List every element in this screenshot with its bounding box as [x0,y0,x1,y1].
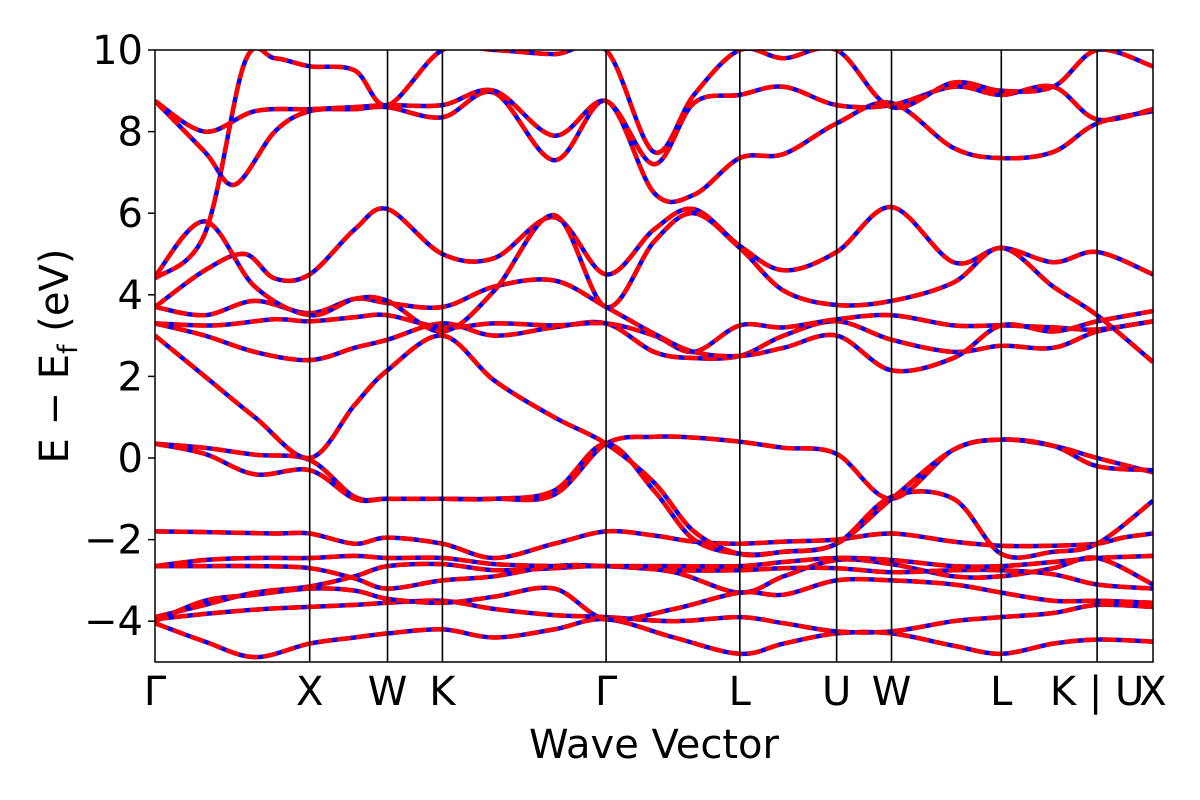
x-tick-label-2: W [368,669,408,715]
x-tick-label-3: K [429,669,457,715]
x-tick-label-1: X [296,669,323,715]
band-line-dashed-5 [155,528,1153,561]
band-line-dashed-13 [155,204,1153,309]
y-tick-label-3: 2 [118,354,143,400]
y-tick-label-2: 0 [118,436,143,482]
y-axis-ticks: −4 −2 0 2 4 6 8 10 [84,28,155,645]
band-line-ref-1 [155,598,1153,635]
band-line-dashed-8 [155,437,1153,557]
y-axis-label-unit: (eV) [32,249,78,345]
y-tick-label-5: 6 [118,191,143,237]
x-tick-label-5: L [729,669,752,715]
y-axis-label: E − Ef (eV) [32,249,84,464]
band-line-dashed-0 [155,616,1153,660]
x-tick-label-9: K | U [1050,669,1144,715]
band-line-dashed-6 [155,576,1153,624]
y-tick-label-1: −2 [84,518,143,564]
band-line-dashed-3 [155,562,1153,591]
band-line-dashed-17 [155,50,1153,281]
band-line-dashed-1 [155,598,1153,635]
plot-frame [154,49,1154,663]
x-tick-label-4: Γ [595,669,618,715]
band-line-dashed-14 [155,210,1153,364]
band-line-ref-13 [155,204,1153,309]
band-line-dashed-4 [155,553,1153,569]
band-line-ref-14 [155,210,1153,364]
band-line-ref-9 [155,333,1153,560]
y-tick-label-4: 4 [118,273,143,319]
y-axis-label-main: E − E [32,354,78,464]
x-tick-label-6: U [822,669,851,715]
x-tick-label-7: W [872,669,912,715]
band-line-dashed-9 [155,333,1153,560]
y-tick-label-7: 10 [92,28,143,74]
y-tick-label-0: −4 [84,599,143,645]
x-axis-label: Wave Vector [529,722,780,768]
x-tick-label-10: X [1139,669,1166,715]
band-line-ref-0 [155,616,1153,660]
x-tick-label-8: L [990,669,1013,715]
band-lines [155,50,1153,660]
band-line-dashed-10 [155,319,1153,363]
x-tick-label-0: Γ [144,669,167,715]
high-symmetry-lines [308,50,1098,662]
y-axis-label-subscript: f [53,343,84,354]
y-tick-label-6: 8 [118,110,143,156]
band-line-dashed-16 [155,83,1153,167]
band-line-dashed-12 [155,277,1153,374]
